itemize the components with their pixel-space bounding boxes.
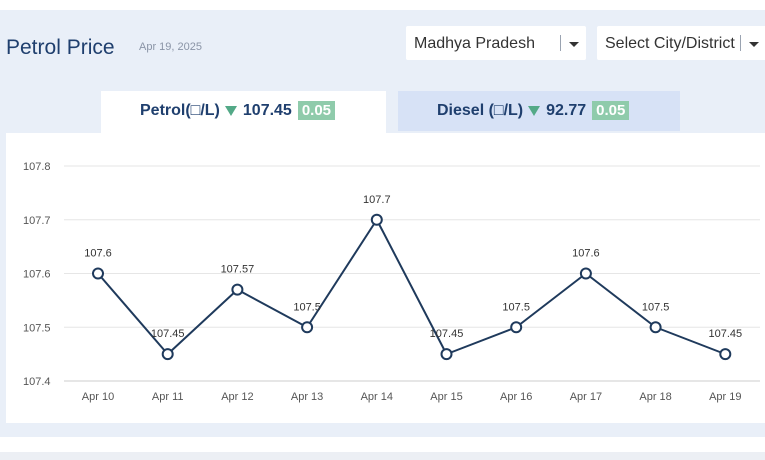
state-select-value: Madhya Pradesh [414, 35, 535, 52]
x-tick-label: Apr 13 [291, 391, 323, 403]
y-tick-label: 107.6 [23, 269, 51, 281]
petrol-tab-label: Petrol(□/L) [140, 101, 220, 119]
x-tick-label: Apr 11 [152, 391, 184, 403]
chevron-down-icon[interactable] [560, 35, 582, 51]
x-tick-label: Apr 12 [221, 391, 253, 403]
y-tick-label: 107.5 [23, 322, 51, 334]
bottom-divider [0, 452, 765, 460]
y-tick-label: 107.4 [23, 376, 51, 388]
data-point [161, 348, 174, 361]
diesel-tab-label: Diesel (□/L) [437, 101, 524, 119]
data-label: 107.7 [363, 194, 391, 206]
city-select-value: Select City/District [605, 35, 735, 52]
data-point [649, 321, 662, 334]
diesel-change-badge: 0.05 [592, 101, 630, 120]
data-point [579, 267, 592, 280]
price-chart-card [6, 133, 765, 423]
data-label: 107.5 [293, 301, 321, 313]
city-select[interactable]: Select City/District [597, 26, 765, 60]
data-label: 107.45 [708, 328, 742, 340]
page-title: Petrol Price [6, 36, 115, 59]
data-label: 107.6 [572, 248, 600, 260]
x-tick-label: Apr 19 [709, 391, 741, 403]
state-select[interactable]: Madhya Pradesh [406, 26, 586, 60]
series-line [97, 218, 726, 356]
x-tick-label: Apr 17 [570, 391, 602, 403]
x-tick-label: Apr 15 [430, 391, 462, 403]
y-tick-label: 107.8 [23, 161, 51, 173]
price-down-icon [528, 105, 541, 116]
data-point [510, 321, 523, 334]
tab-petrol[interactable]: Petrol(□/L) 107.45 0.05 [101, 91, 386, 133]
page-date: Apr 19, 2025 [139, 41, 202, 53]
x-tick-label: Apr 16 [500, 391, 532, 403]
chevron-down-icon[interactable] [740, 35, 762, 51]
petrol-change-badge: 0.05 [297, 101, 336, 120]
data-point [370, 213, 383, 226]
x-tick-label: Apr 18 [639, 391, 671, 403]
petrol-price: 107.45 [242, 101, 292, 119]
price-down-icon [224, 105, 237, 116]
data-label: 107.5 [642, 301, 670, 313]
data-point [231, 283, 244, 296]
data-label: 107.45 [151, 328, 185, 340]
tab-diesel[interactable]: Diesel (□/L) 92.77 0.05 [398, 91, 680, 131]
diesel-price: 92.77 [546, 101, 587, 119]
x-tick-label: Apr 10 [82, 391, 114, 403]
data-label: 107.45 [430, 328, 464, 340]
data-point [92, 267, 104, 280]
x-tick-label: Apr 14 [361, 391, 393, 403]
data-point [719, 348, 732, 361]
data-label: 107.57 [221, 264, 255, 276]
data-label: 107.6 [84, 248, 112, 260]
y-tick-label: 107.7 [23, 215, 51, 227]
data-label: 107.5 [502, 301, 530, 313]
data-point [440, 348, 453, 361]
data-point [301, 321, 314, 334]
